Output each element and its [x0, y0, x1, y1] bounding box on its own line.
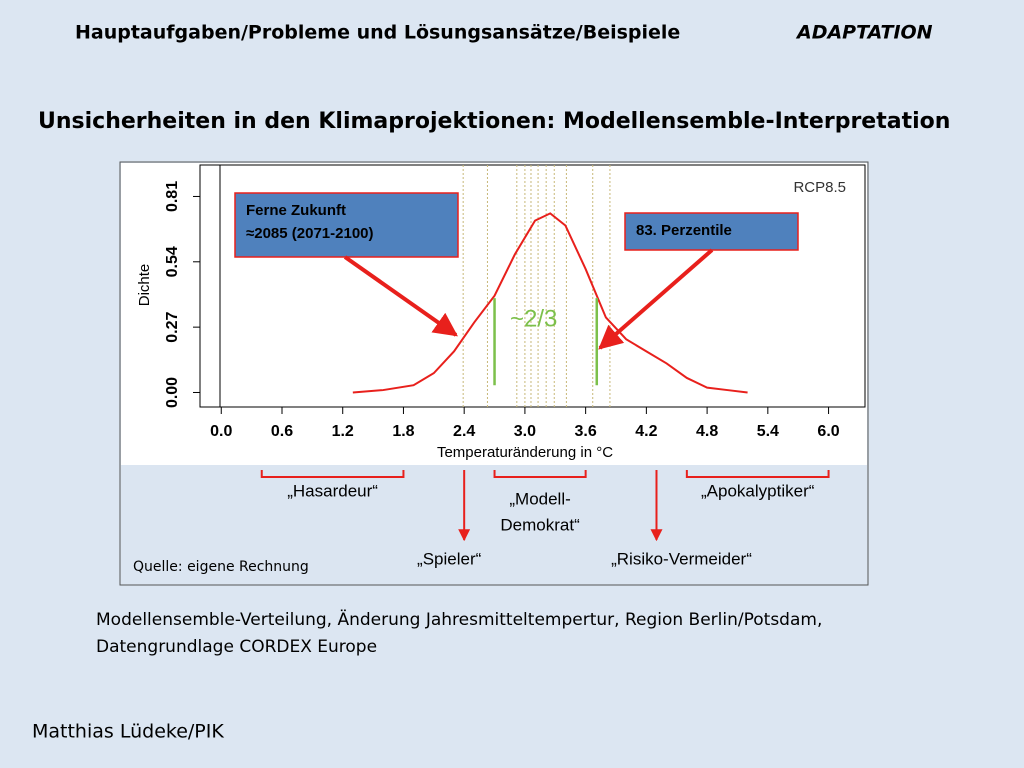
group-label: „Modell- — [509, 489, 570, 508]
y-tick-label: 0.54 — [164, 246, 181, 277]
x-tick-label: 0.0 — [210, 423, 232, 440]
group-bracket — [685, 470, 830, 478]
share-label: ~2/3 — [510, 305, 557, 332]
x-tick-label: 5.4 — [757, 423, 779, 440]
x-tick-label: 3.6 — [575, 423, 597, 440]
percentile-box — [624, 212, 799, 251]
caption-line: Modellensemble-Verteilung, Änderung Jahr… — [96, 609, 822, 630]
period-label: ≈2085 (2071-2100) — [246, 225, 374, 242]
y-tick-label: 0.27 — [164, 311, 181, 342]
arrow — [343, 255, 458, 337]
x-tick-label: 1.8 — [392, 423, 414, 440]
period-box — [234, 192, 459, 258]
group-bracket — [493, 470, 587, 478]
header-section: Hauptaufgaben/Probleme und Lösungsansätz… — [75, 22, 680, 44]
x-axis-label: Temperaturänderung in °C — [437, 444, 613, 461]
x-tick-label: 4.2 — [635, 423, 657, 440]
density-curve — [352, 212, 748, 394]
group-label: „Apokalyptiker“ — [701, 481, 815, 500]
slide-title: Unsicherheiten in den Klimaprojektionen:… — [38, 109, 950, 134]
x-tick-label: 6.0 — [817, 423, 839, 440]
scenario-label: RCP8.5 — [793, 179, 846, 196]
arrow — [598, 248, 714, 350]
arrow-label: „Risiko-Vermeider“ — [611, 549, 752, 568]
x-tick-label: 0.6 — [271, 423, 293, 440]
chart: 0.0 0.6 1.2 1.8 2.4 3.0 3.6 4.2 4.8 5.4 6.0 0.00 0.2… — [133, 165, 846, 575]
y-tick-label: 0.00 — [164, 377, 181, 408]
author: Matthias Lüdeke/PIK — [32, 721, 224, 743]
group-label: Demokrat“ — [500, 515, 580, 534]
y-tick-label: 0.81 — [164, 181, 181, 212]
percentile-label: 83. Perzentile — [636, 222, 732, 239]
x-tick-label: 1.2 — [332, 423, 354, 440]
x-tick-label: 2.4 — [453, 423, 475, 440]
source-label: Quelle: eigene Rechnung — [133, 559, 309, 575]
x-tick-label: 4.8 — [696, 423, 718, 440]
group-label: „Hasardeur“ — [287, 481, 378, 500]
arrow-label: „Spieler“ — [417, 549, 482, 568]
y-axis-label: Dichte — [136, 264, 153, 307]
plot-area — [199, 164, 866, 408]
caption-line: Datengrundlage CORDEX Europe — [96, 637, 377, 657]
x-tick-label: 3.0 — [514, 423, 536, 440]
group-bracket — [260, 470, 405, 478]
period-label: Ferne Zukunft — [246, 202, 346, 219]
header-topic: ADAPTATION — [795, 22, 933, 44]
